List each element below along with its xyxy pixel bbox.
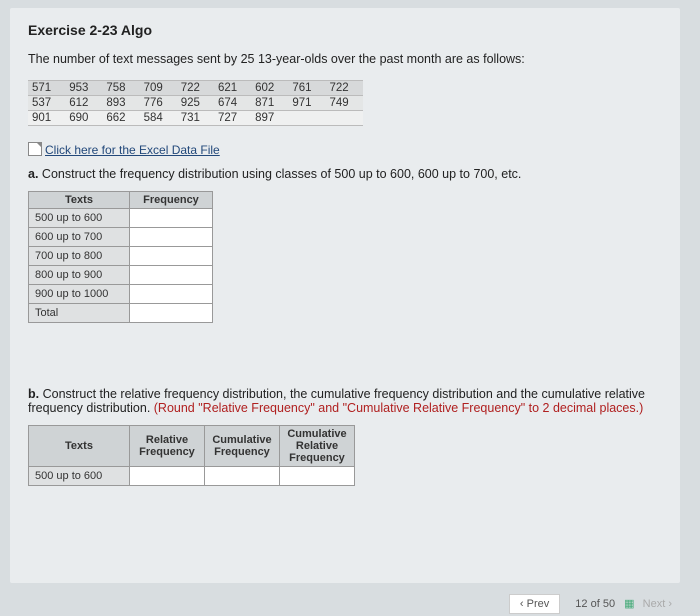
class-label: 800 up to 900 [29, 266, 130, 285]
exercise-page: Exercise 2-23 Algo The number of text me… [10, 8, 680, 583]
table-row: 901690662584731727897 [28, 111, 363, 126]
col-header: Cumulative Frequency [205, 426, 280, 467]
class-label: 600 up to 700 [29, 228, 130, 247]
cumrelfreq-input[interactable] [280, 467, 355, 486]
col-header: Cumulative Relative Frequency [280, 426, 355, 467]
cumfreq-input[interactable] [205, 467, 280, 486]
class-label: 700 up to 800 [29, 247, 130, 266]
freq-input[interactable] [130, 209, 213, 228]
part-a: a. Construct the frequency distribution … [28, 167, 662, 181]
class-label: 500 up to 600 [29, 467, 130, 486]
relfreq-input[interactable] [130, 467, 205, 486]
exercise-title: Exercise 2-23 Algo [28, 22, 662, 38]
prev-button[interactable]: ‹ Prev [509, 594, 560, 614]
table-row: 571953758709722621602761722 [28, 81, 363, 96]
freq-input[interactable] [130, 285, 213, 304]
question-nav: ‹ Prev 12 of 50 ▦ Next › [509, 594, 672, 614]
excel-file-link[interactable]: Click here for the Excel Data File [28, 142, 662, 157]
file-icon [28, 142, 42, 156]
col-header: Texts [29, 192, 130, 209]
col-header: Frequency [130, 192, 213, 209]
frequency-table: Texts Frequency 500 up to 600 600 up to … [28, 191, 213, 323]
col-header: Relative Frequency [130, 426, 205, 467]
freq-input[interactable] [130, 266, 213, 285]
grid-icon[interactable]: ▦ [624, 598, 633, 610]
table-row: 537612893776925674871971749 [28, 96, 363, 111]
relative-frequency-table: Texts Relative Frequency Cumulative Freq… [28, 425, 355, 486]
col-header: Texts [29, 426, 130, 467]
question-position: 12 of 50 [569, 598, 624, 610]
class-label: 900 up to 1000 [29, 285, 130, 304]
exercise-prompt: The number of text messages sent by 25 1… [28, 52, 662, 66]
part-b: b. Construct the relative frequency dist… [28, 387, 662, 415]
freq-input[interactable] [130, 304, 213, 323]
freq-input[interactable] [130, 247, 213, 266]
class-label: 500 up to 600 [29, 209, 130, 228]
data-table: 571953758709722621602761722 537612893776… [28, 80, 363, 126]
next-button[interactable]: Next › [637, 598, 672, 610]
class-label: Total [29, 304, 130, 323]
freq-input[interactable] [130, 228, 213, 247]
